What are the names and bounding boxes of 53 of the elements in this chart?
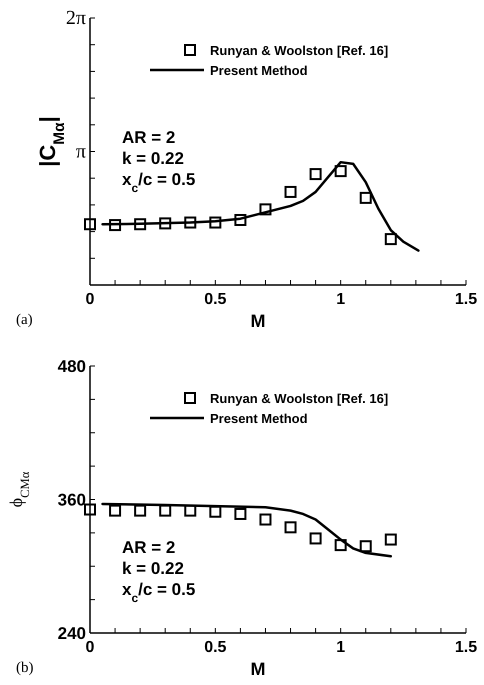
point	[384, 233, 397, 246]
x-axis-title: M	[250, 311, 266, 331]
x-tick-label: 1	[336, 291, 346, 308]
point	[234, 508, 246, 520]
text: (a)	[16, 312, 33, 328]
x-tick-label: 0.5	[204, 639, 227, 656]
annotation: AR = 2	[122, 128, 176, 147]
y-tick-label: 240	[58, 624, 86, 643]
point	[259, 203, 272, 216]
point	[284, 521, 297, 534]
y-tick-label: 2π	[66, 7, 86, 29]
x-tick-label: 1.5	[454, 291, 478, 308]
text: (b)	[16, 660, 34, 676]
point	[234, 214, 246, 226]
point	[209, 506, 222, 518]
x-tick-label: 0.5	[204, 291, 227, 308]
x-tick-label: 0	[86, 291, 95, 308]
point	[109, 504, 122, 517]
point	[109, 219, 122, 232]
point	[134, 218, 146, 230]
point	[384, 534, 397, 546]
point	[360, 540, 372, 552]
y-tick-label: 480	[58, 357, 86, 376]
annotation: x$_{c}$/c = 0.5	[122, 170, 196, 195]
point	[259, 514, 272, 526]
legend-label: Runyan & Woolston [Ref. 16]	[210, 391, 388, 406]
annotation: k = 0.22	[122, 149, 184, 168]
point	[360, 192, 372, 204]
annotation: AR = 2	[122, 538, 176, 557]
point	[134, 504, 146, 517]
point	[159, 217, 172, 230]
point	[184, 216, 196, 229]
legend-label: Present Method	[210, 63, 308, 78]
y-tick-label: π	[76, 140, 86, 162]
point	[334, 539, 347, 552]
point	[84, 218, 96, 230]
point	[284, 186, 297, 198]
legend-label: Present Method	[210, 411, 308, 426]
point	[310, 532, 322, 544]
x-tick-label: 1.5	[454, 639, 478, 656]
point	[310, 168, 322, 180]
point	[159, 504, 172, 517]
y-tick-label: 360	[58, 490, 86, 510]
point	[334, 165, 347, 178]
annotation: x$_{c}$/c = 0.5	[122, 580, 196, 605]
x-tick-label: 1	[336, 639, 346, 656]
annotation: k = 0.22	[122, 559, 184, 578]
legend-label: Runyan & Woolston [Ref. 16]	[210, 43, 388, 58]
line-series	[101, 502, 392, 558]
point	[209, 216, 222, 229]
point	[84, 504, 96, 516]
x-axis-title: M	[250, 659, 266, 679]
x-tick-label: 0	[86, 639, 95, 656]
